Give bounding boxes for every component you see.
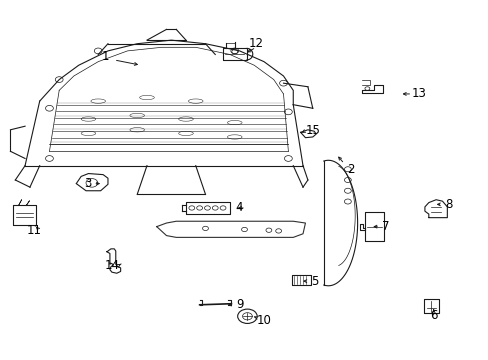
Text: 11: 11 xyxy=(26,224,41,238)
Text: 9: 9 xyxy=(235,298,243,311)
Text: 5: 5 xyxy=(310,275,318,288)
Text: 12: 12 xyxy=(248,37,263,50)
Text: 13: 13 xyxy=(411,87,426,100)
Text: 15: 15 xyxy=(305,124,320,137)
Text: 7: 7 xyxy=(382,220,389,233)
Text: 3: 3 xyxy=(83,177,91,190)
Text: 1: 1 xyxy=(102,50,109,63)
Text: 6: 6 xyxy=(429,309,437,322)
Text: 4: 4 xyxy=(235,202,243,215)
Text: 8: 8 xyxy=(445,198,452,211)
Text: 2: 2 xyxy=(346,163,354,176)
Text: 10: 10 xyxy=(256,314,271,327)
Text: 14: 14 xyxy=(104,259,119,272)
